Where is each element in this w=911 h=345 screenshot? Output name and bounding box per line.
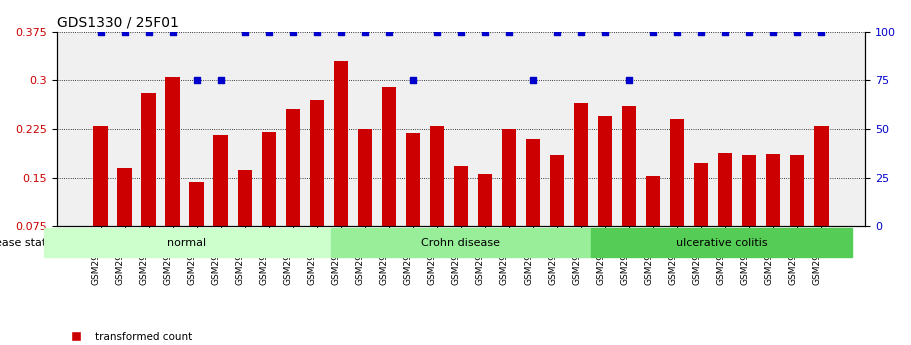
Legend: transformed count, percentile rank within the sample: transformed count, percentile rank withi… — [62, 328, 275, 345]
Point — [526, 78, 540, 83]
Bar — [382, 87, 396, 275]
Point — [333, 29, 348, 34]
Bar — [718, 153, 732, 275]
Point — [357, 29, 372, 34]
Point — [141, 29, 156, 34]
Bar — [310, 100, 324, 275]
Bar — [261, 132, 276, 275]
Point — [430, 29, 445, 34]
Point — [670, 29, 684, 34]
Bar — [694, 163, 709, 275]
Bar — [285, 109, 300, 275]
Bar — [213, 136, 228, 275]
Bar — [766, 154, 781, 275]
Point — [622, 78, 637, 83]
Point — [261, 29, 276, 34]
Point — [598, 29, 612, 34]
Point — [694, 29, 709, 34]
Point — [118, 29, 132, 34]
Bar — [189, 182, 204, 275]
Bar — [742, 155, 756, 275]
Text: normal: normal — [168, 238, 207, 248]
Bar — [118, 168, 132, 275]
Bar — [574, 103, 589, 275]
Bar — [166, 77, 179, 275]
Bar — [333, 61, 348, 275]
Point — [382, 29, 396, 34]
Bar — [454, 166, 468, 275]
Point — [238, 29, 252, 34]
Bar — [93, 126, 107, 275]
Bar — [526, 139, 540, 275]
Point — [285, 29, 300, 34]
Bar — [477, 174, 492, 275]
Point — [189, 78, 204, 83]
Bar — [430, 126, 445, 275]
Bar — [358, 129, 372, 275]
Bar — [646, 176, 660, 275]
Point — [742, 29, 756, 34]
Point — [213, 78, 228, 83]
Point — [166, 29, 180, 34]
Point — [93, 29, 107, 34]
Bar — [814, 126, 828, 275]
Point — [477, 29, 492, 34]
Point — [814, 29, 829, 34]
Point — [574, 29, 589, 34]
Bar — [598, 116, 612, 275]
Point — [310, 29, 324, 34]
Bar — [670, 119, 684, 275]
Bar — [790, 155, 804, 275]
Text: GDS1330 / 25F01: GDS1330 / 25F01 — [56, 15, 179, 29]
Point — [718, 29, 732, 34]
Point — [549, 29, 564, 34]
Bar — [141, 93, 156, 275]
Text: Crohn disease: Crohn disease — [422, 238, 500, 248]
Bar — [502, 129, 517, 275]
Bar — [405, 134, 420, 275]
Text: disease state ▶: disease state ▶ — [0, 238, 66, 248]
Bar — [238, 170, 252, 275]
Bar — [622, 106, 636, 275]
Point — [646, 29, 660, 34]
Point — [766, 29, 781, 34]
Point — [454, 29, 468, 34]
Point — [405, 78, 420, 83]
Point — [502, 29, 517, 34]
Bar — [550, 155, 564, 275]
Text: ulcerative colitis: ulcerative colitis — [676, 238, 768, 248]
Point — [790, 29, 804, 34]
